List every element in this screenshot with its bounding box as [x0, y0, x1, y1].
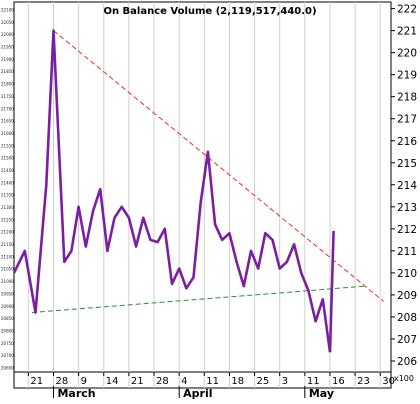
- left-tick-label: 21500: [1, 156, 14, 161]
- x-tick-label: 14: [106, 376, 119, 387]
- left-tick-label: 21450: [1, 168, 14, 173]
- left-tick-label: 21650: [1, 119, 14, 124]
- right-tick-label: 219: [397, 70, 417, 82]
- right-tick-label: 221: [397, 26, 417, 38]
- left-tick-label: 20700: [1, 353, 14, 358]
- left-tick-label: 20900: [1, 304, 14, 309]
- x-tick-label: 18: [231, 376, 244, 387]
- left-tick-label: 20800: [1, 328, 14, 333]
- right-tick-label: 217: [397, 114, 417, 126]
- right-tick-label: 213: [397, 202, 417, 214]
- left-tick-label: 20650: [1, 366, 14, 371]
- month-label: May: [309, 387, 334, 400]
- left-tick-label: 21400: [1, 180, 14, 185]
- right-tick-label: 206: [397, 356, 417, 368]
- right-tick-label: 214: [397, 180, 417, 192]
- left-tick-label: 22100: [1, 8, 14, 13]
- left-tick-label: 21300: [1, 205, 14, 210]
- left-tick-label: 21700: [1, 106, 14, 111]
- right-tick-label: 209: [397, 290, 417, 302]
- right-tick-label: 208: [397, 312, 417, 324]
- scale-note: x100: [394, 374, 414, 383]
- x-tick-label: 21: [131, 376, 144, 387]
- x-tick-label: 23: [357, 376, 370, 387]
- right-tick-label: 211: [397, 246, 417, 258]
- left-tick-label: 21850: [1, 69, 14, 74]
- left-tick-label: 20750: [1, 341, 14, 346]
- left-tick-label: 21150: [1, 242, 14, 247]
- left-tick-label: 22000: [1, 32, 14, 37]
- right-tick-label: 207: [397, 334, 417, 346]
- right-tick-label: 215: [397, 158, 417, 170]
- left-tick-label: 21050: [1, 267, 14, 272]
- x-tick-label: 16: [332, 376, 345, 387]
- chart-title: On Balance Volume (2,119,517,440.0): [103, 6, 316, 17]
- left-tick-label: 22050: [1, 20, 14, 25]
- x-tick-label: 4: [181, 376, 187, 387]
- right-tick-label: 220: [397, 48, 417, 60]
- left-tick-label: 21800: [1, 82, 14, 87]
- right-tick-label: 212: [397, 224, 417, 236]
- x-tick-label: 28: [156, 376, 169, 387]
- x-tick-label: 28: [55, 376, 68, 387]
- left-tick-label: 21200: [1, 230, 14, 235]
- left-tick-label: 21000: [1, 279, 14, 284]
- x-tick-label: 25: [257, 376, 270, 387]
- left-tick-label: 21750: [1, 94, 14, 99]
- x-tick-label: 11: [206, 376, 219, 387]
- left-tick-label: 21250: [1, 217, 14, 222]
- left-tick-label: 21550: [1, 143, 14, 148]
- right-tick-label: 216: [397, 136, 417, 148]
- left-tick-label: 21100: [1, 254, 14, 259]
- x-tick-label: 11: [307, 376, 320, 387]
- left-tick-label: 20850: [1, 316, 14, 321]
- left-tick-label: 21600: [1, 131, 14, 136]
- left-tick-label: 21350: [1, 193, 14, 198]
- left-tick-label: 20950: [1, 291, 14, 296]
- month-label: March: [57, 387, 95, 400]
- right-tick-label: 210: [397, 268, 417, 280]
- x-tick-label: 9: [81, 376, 87, 387]
- right-tick-label: 222: [397, 4, 417, 16]
- x-tick-label: 3: [282, 376, 288, 387]
- x-tick-label: 21: [30, 376, 43, 387]
- left-tick-label: 21950: [1, 45, 14, 50]
- left-tick-label: 21900: [1, 57, 14, 62]
- right-tick-label: 218: [397, 92, 417, 104]
- month-label: April: [183, 387, 212, 400]
